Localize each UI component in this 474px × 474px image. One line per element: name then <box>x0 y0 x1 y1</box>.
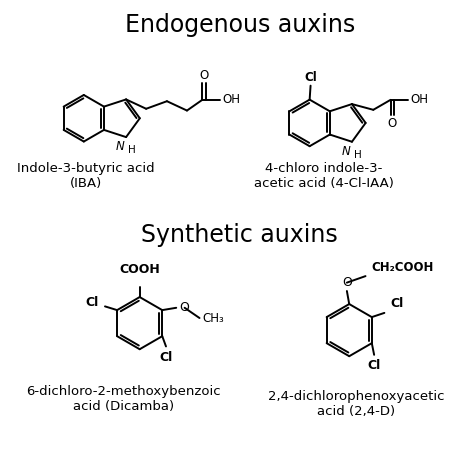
Text: Indole-3-butyric acid
(IBA): Indole-3-butyric acid (IBA) <box>18 162 155 190</box>
Text: Cl: Cl <box>304 71 317 84</box>
Text: COOH: COOH <box>119 263 160 276</box>
Text: O: O <box>342 276 352 289</box>
Text: Cl: Cl <box>159 351 173 364</box>
Text: N: N <box>116 140 124 154</box>
Text: CH₃: CH₃ <box>203 311 225 325</box>
Text: O: O <box>387 117 397 130</box>
Text: H: H <box>354 150 362 160</box>
Text: Synthetic auxins: Synthetic auxins <box>141 223 338 247</box>
Text: OH: OH <box>410 93 428 106</box>
Text: O: O <box>199 69 209 82</box>
Text: H: H <box>128 146 136 155</box>
Text: Endogenous auxins: Endogenous auxins <box>125 13 355 37</box>
Text: OH: OH <box>222 93 240 106</box>
Text: 2,4-dichlorophenoxyacetic
acid (2,4-D): 2,4-dichlorophenoxyacetic acid (2,4-D) <box>268 390 445 418</box>
Text: CH₂COOH: CH₂COOH <box>371 261 434 274</box>
Text: 4-chloro indole-3-
acetic acid (4-Cl-IAA): 4-chloro indole-3- acetic acid (4-Cl-IAA… <box>254 162 393 190</box>
Text: O: O <box>180 301 190 314</box>
Text: Cl: Cl <box>85 296 99 309</box>
Text: Cl: Cl <box>367 359 381 373</box>
Text: Cl: Cl <box>390 297 403 310</box>
Text: N: N <box>341 145 350 158</box>
Text: 6-dichloro-2-methoxybenzoic
acid (Dicamba): 6-dichloro-2-methoxybenzoic acid (Dicamb… <box>26 385 221 413</box>
